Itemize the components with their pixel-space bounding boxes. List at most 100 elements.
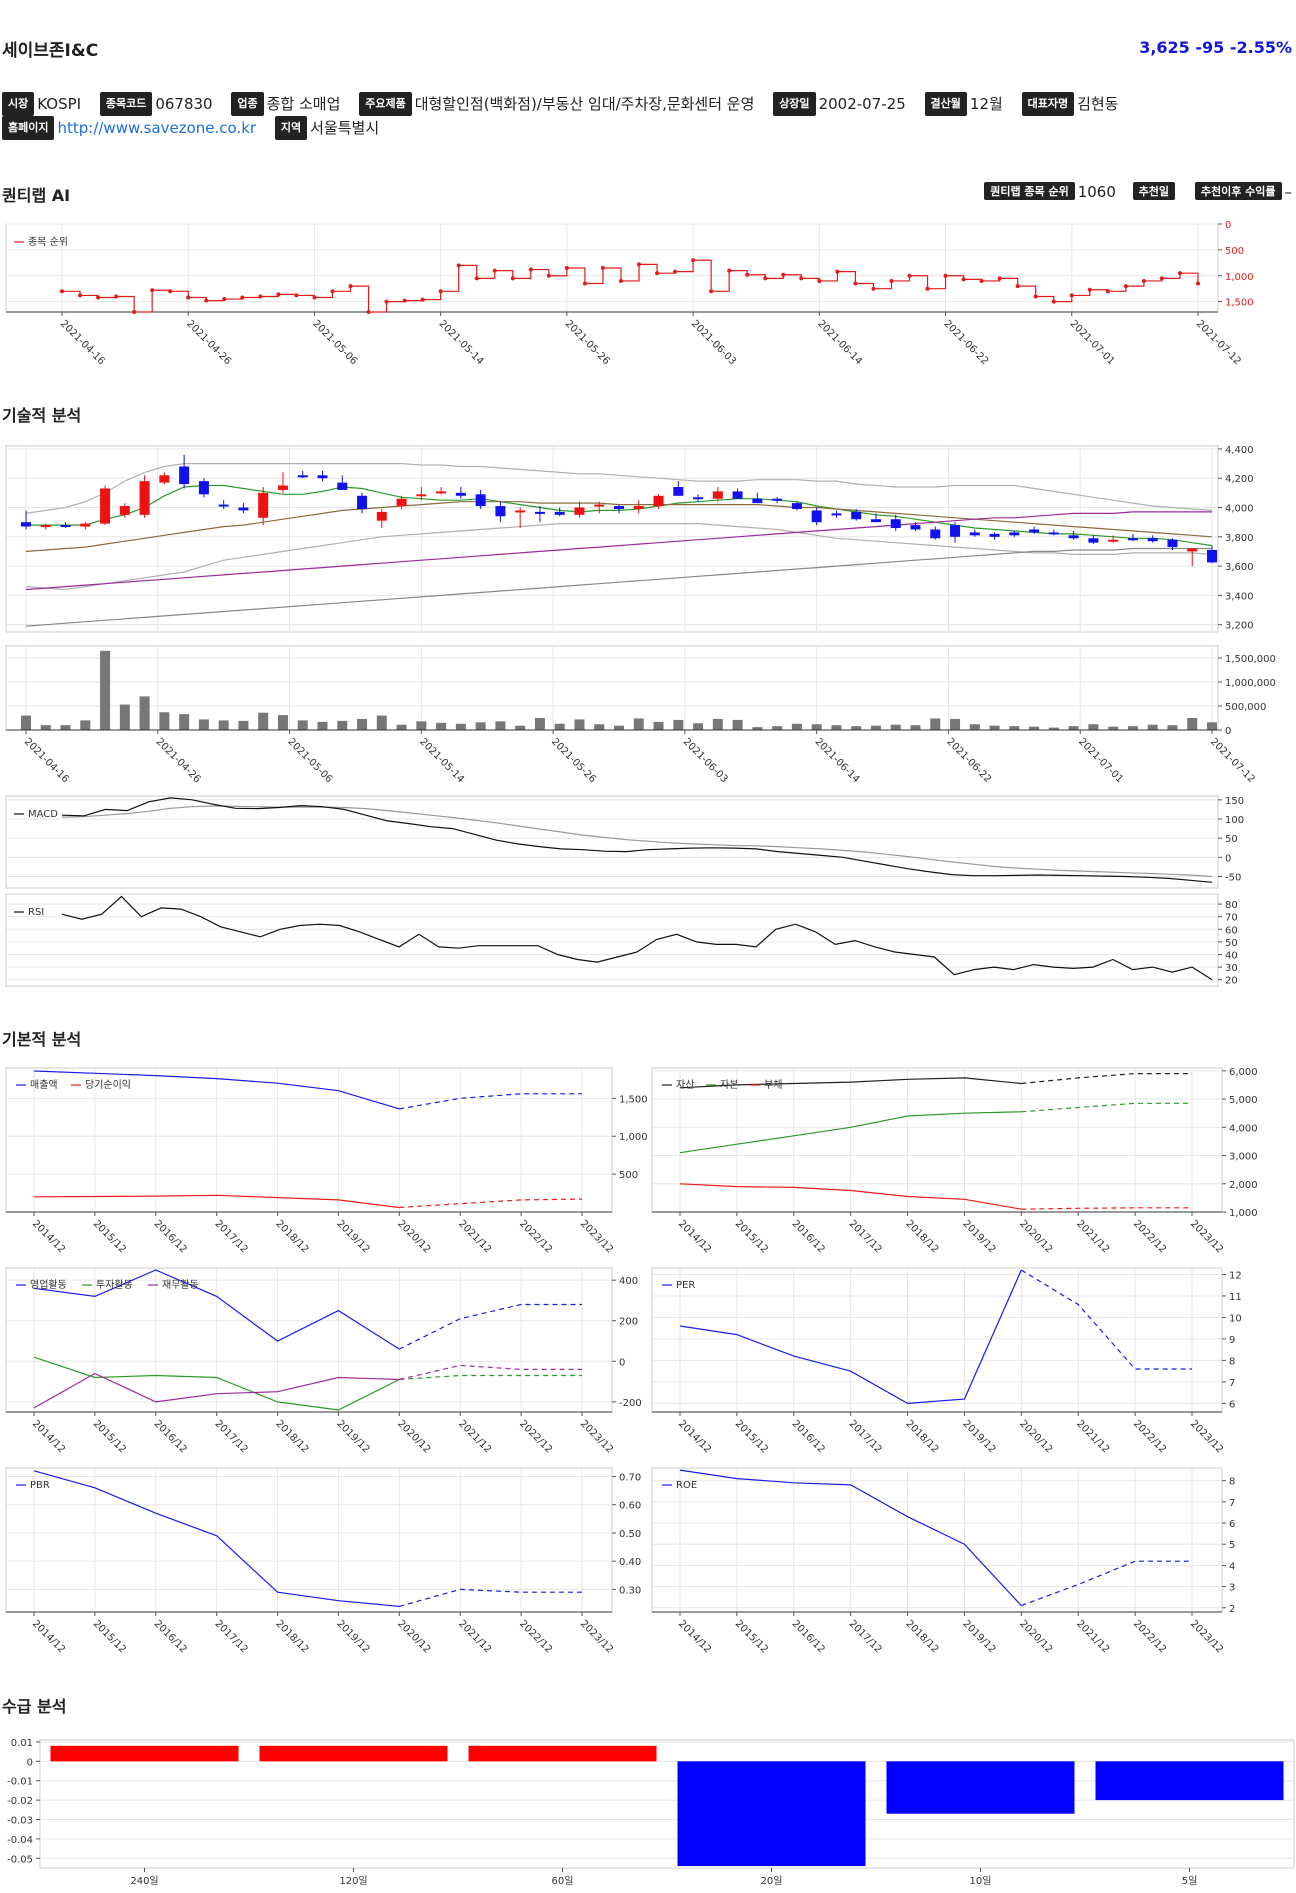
sales-x-label: 2018/12 xyxy=(273,1218,310,1255)
rank-point xyxy=(348,284,353,289)
per-x-label: 2023/12 xyxy=(1188,1418,1225,1455)
supply-bar xyxy=(50,1745,239,1762)
per-series-projection xyxy=(1020,1269,1192,1370)
sales-legend-label: 당기순이익 xyxy=(85,1079,131,1091)
per-tick-label: 7 xyxy=(1229,1378,1235,1389)
balance-tick-label: 2,000 xyxy=(1229,1180,1258,1191)
supply-bar xyxy=(1095,1761,1284,1801)
rank-point xyxy=(961,277,966,282)
cashflow-x-label: 2015/12 xyxy=(91,1418,128,1455)
candle-body xyxy=(910,525,921,530)
ceo-tag: 대표자명 xyxy=(1021,92,1075,116)
candle-body xyxy=(218,504,229,507)
volume-bar xyxy=(1187,718,1198,730)
candle-body xyxy=(1068,535,1079,539)
rank-point xyxy=(1159,276,1164,281)
volume-bar xyxy=(100,650,111,730)
macd-tick-label: 50 xyxy=(1225,834,1238,845)
supply-panel-frame xyxy=(39,1739,1295,1869)
product-value: 대형할인점(백화점)/부동산 임대/주차장,문화센터 운영 xyxy=(414,95,755,113)
volume-bar xyxy=(337,720,348,730)
rank-point xyxy=(510,276,515,281)
candle-body xyxy=(831,513,842,516)
volume-bar xyxy=(376,715,387,730)
candle-body xyxy=(40,525,51,528)
sales-x-label: 2017/12 xyxy=(213,1218,250,1255)
pbr-tick-label: 0.40 xyxy=(619,1557,641,1568)
candle-body xyxy=(475,494,486,507)
volume-bar xyxy=(495,721,506,730)
macd-line xyxy=(61,797,1213,883)
balance-legend-label: 부채 xyxy=(764,1079,782,1091)
supply-tick-label: -0.03 xyxy=(7,1816,33,1827)
ceo-value: 김현동 xyxy=(1077,95,1119,113)
volume-bar xyxy=(515,725,526,730)
volume-x-label: 2021-07-12 xyxy=(1208,736,1257,785)
supply-bar xyxy=(259,1745,448,1762)
cashflow-x-label: 2014/12 xyxy=(30,1418,67,1455)
rsi-tick-label: 80 xyxy=(1225,900,1238,911)
price-ma120-line xyxy=(25,547,1212,627)
price-tick-label: 3,600 xyxy=(1225,562,1254,573)
balance-x-label: 2018/12 xyxy=(903,1218,940,1255)
volume-bar xyxy=(633,718,644,730)
candle-body xyxy=(633,506,644,509)
price-band-lower xyxy=(25,522,1213,591)
rsi-tick-label: 60 xyxy=(1225,925,1238,936)
rank-point xyxy=(763,276,768,281)
candle-body xyxy=(21,522,31,527)
volume-tick-label: 0 xyxy=(1225,726,1231,737)
supply-tick-label: 0.01 xyxy=(11,1738,33,1749)
sales-x-label: 2015/12 xyxy=(91,1218,128,1255)
volume-bar xyxy=(851,726,862,730)
macd-tick-label: 150 xyxy=(1225,796,1244,807)
rank-point xyxy=(655,271,660,276)
rank-point xyxy=(546,273,551,278)
return-value: – xyxy=(1284,183,1293,201)
volume-x-label: 2021-06-03 xyxy=(681,736,730,785)
cashflow-tick-label: -200 xyxy=(619,1398,642,1409)
sales-x-label: 2020/12 xyxy=(395,1218,432,1255)
rank-point xyxy=(799,276,804,281)
rank-x-label: 2021-06-03 xyxy=(689,318,738,367)
market-value: KOSPI xyxy=(37,95,82,113)
rank-point xyxy=(240,295,245,300)
candle-body xyxy=(198,481,209,495)
rank-point xyxy=(925,286,930,291)
cashflow-legend-label: 재무활동 xyxy=(162,1278,199,1291)
rank-point xyxy=(1141,278,1146,283)
pbr-x-label: 2023/12 xyxy=(578,1618,615,1655)
volume-tick-label: 500,000 xyxy=(1225,702,1266,713)
rank-point xyxy=(312,295,317,300)
volume-bar xyxy=(21,715,31,730)
pbr-tick-label: 0.50 xyxy=(619,1529,641,1540)
balance-tick-label: 5,000 xyxy=(1229,1095,1258,1106)
pbr-x-label: 2019/12 xyxy=(334,1618,371,1655)
rank-point xyxy=(456,263,461,268)
candle-body xyxy=(455,492,466,496)
roe-legend-label: ROE xyxy=(676,1480,697,1491)
volume-bar xyxy=(1108,726,1119,730)
rank-point xyxy=(384,299,389,304)
macd-panel-frame xyxy=(5,795,1219,889)
rank-point xyxy=(78,293,83,298)
sales-x-label: 2019/12 xyxy=(334,1218,371,1255)
candle-body xyxy=(1088,538,1099,543)
volume-bar xyxy=(712,718,723,730)
candle-body xyxy=(772,498,783,501)
homepage-link[interactable]: http://www.savezone.co.kr xyxy=(57,119,257,137)
volume-bar xyxy=(1207,722,1217,730)
candle-body xyxy=(337,482,348,490)
cashflow-x-label: 2017/12 xyxy=(213,1418,250,1455)
price-tick-label: 4,000 xyxy=(1225,504,1254,515)
pbr-x-label: 2020/12 xyxy=(395,1618,432,1655)
balance-tick-label: 1,000 xyxy=(1229,1208,1258,1219)
per-x-label: 2016/12 xyxy=(790,1418,827,1455)
roe-series-line xyxy=(679,1469,1022,1607)
volume-bar xyxy=(831,725,842,730)
pbr-tick-label: 0.70 xyxy=(619,1472,641,1483)
volume-bar xyxy=(317,721,328,730)
volume-bar xyxy=(139,696,150,730)
candle-body xyxy=(1187,548,1198,552)
